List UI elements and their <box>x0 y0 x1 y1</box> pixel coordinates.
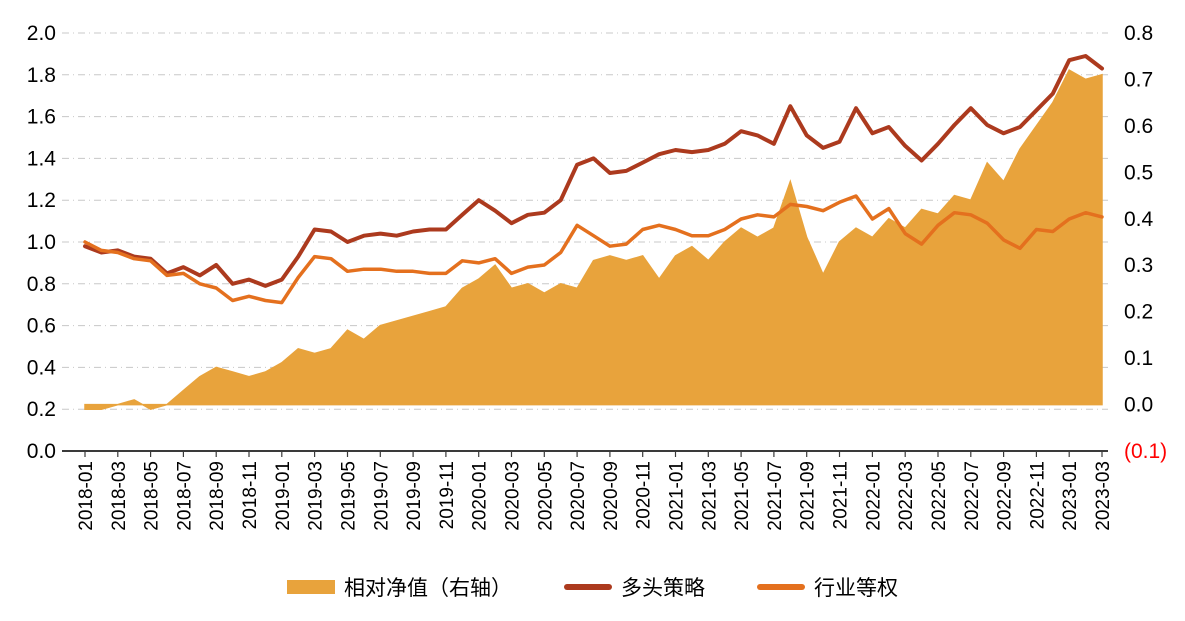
x-tick-label: 2021-05 <box>732 461 753 531</box>
x-tick-label: 2021-09 <box>798 461 819 531</box>
left-axis-tick-label: 1.0 <box>27 231 56 254</box>
x-tick-label: 2019-07 <box>371 461 392 531</box>
x-tick-label: 2018-09 <box>207 461 228 531</box>
legend-item-relative-nav: 相对净值（右轴） <box>287 572 512 602</box>
x-tick-label: 2022-03 <box>896 461 917 531</box>
right-axis-tick-label: 0.1 <box>1124 347 1153 370</box>
x-tick-label: 2021-07 <box>765 461 786 531</box>
right-axis-tick-label: 0.8 <box>1124 22 1153 45</box>
x-tick-label: 2020-03 <box>503 461 524 531</box>
x-tick-label: 2020-01 <box>470 461 491 531</box>
legend-swatch-area <box>287 580 335 594</box>
x-tick-label: 2022-07 <box>962 461 983 531</box>
left-axis-tick-label: 0.6 <box>27 315 56 338</box>
legend-label-relative-nav: 相对净值（右轴） <box>344 576 512 600</box>
x-tick-label: 2022-09 <box>995 461 1016 531</box>
x-tick-label: 2021-03 <box>699 461 720 531</box>
x-tick-label: 2023-03 <box>1093 461 1114 531</box>
right-axis-tick-label: 0.5 <box>1124 161 1153 184</box>
x-tick-label: 2019-01 <box>273 461 294 531</box>
x-tick-label: 2019-09 <box>404 461 425 531</box>
left-axis-tick-label: 1.8 <box>27 64 56 87</box>
legend-item-long-strategy: 多头策略 <box>564 572 705 602</box>
right-axis-tick-label: 0.0 <box>1124 394 1153 417</box>
x-tick-label: 2018-01 <box>76 461 97 531</box>
legend-label-long-strategy: 多头策略 <box>621 576 705 600</box>
x-tick-label: 2019-11 <box>437 461 458 529</box>
x-tick-label: 2022-01 <box>863 461 884 531</box>
left-axis-tick-label: 2.0 <box>27 22 56 45</box>
left-axis-tick-label: 0.0 <box>27 440 56 463</box>
left-axis-tick-label: 1.4 <box>27 147 57 170</box>
x-tick-label: 2020-05 <box>535 461 556 531</box>
x-tick-label: 2020-07 <box>568 461 589 531</box>
left-axis-tick-label: 1.6 <box>27 106 56 129</box>
legend-swatch-industry-equal-weight <box>757 584 805 590</box>
chart-canvas: 2018-01 2018-03 2018-05 2018-07 2018-09 2018-… <box>27 22 1167 531</box>
chart-legend: 相对净值（右轴） 多头策略 行业等权 <box>0 572 1185 602</box>
legend-label-industry-equal-weight: 行业等权 <box>814 576 898 600</box>
right-axis-tick-label: (0.1) <box>1124 440 1167 463</box>
x-tick-label: 2021-01 <box>667 461 688 531</box>
legend-item-industry-equal-weight: 行业等权 <box>757 572 898 602</box>
x-tick-label: 2021-11 <box>831 461 852 529</box>
right-axis-tick-label: 0.2 <box>1124 301 1153 324</box>
x-tick-label: 2020-09 <box>601 461 622 531</box>
x-tick-label: 2019-05 <box>339 461 360 531</box>
right-axis-tick-label: 0.6 <box>1124 115 1153 138</box>
left-axis-tick-label: 0.4 <box>27 356 57 379</box>
x-tick-label: 2022-05 <box>929 461 950 531</box>
x-tick-label: 2018-07 <box>174 461 195 531</box>
left-axis-tick-label: 1.2 <box>27 189 56 212</box>
x-tick-label: 2019-03 <box>306 461 327 531</box>
left-axis-tick-label: 0.8 <box>27 273 56 296</box>
x-tick-label: 2022-11 <box>1027 461 1048 529</box>
x-tick-label: 2018-05 <box>142 461 163 531</box>
x-tick-label: 2018-11 <box>240 461 261 529</box>
x-tick-label: 2018-03 <box>109 461 130 531</box>
x-tick-label: 2023-01 <box>1060 461 1081 531</box>
right-axis-tick-label: 0.3 <box>1124 254 1153 277</box>
left-axis-tick-label: 0.2 <box>27 398 56 421</box>
x-tick-label: 2020-11 <box>634 461 655 529</box>
legend-swatch-long-strategy <box>564 584 612 590</box>
right-axis-tick-label: 0.7 <box>1124 68 1153 91</box>
right-axis-tick-label: 0.4 <box>1124 208 1154 231</box>
